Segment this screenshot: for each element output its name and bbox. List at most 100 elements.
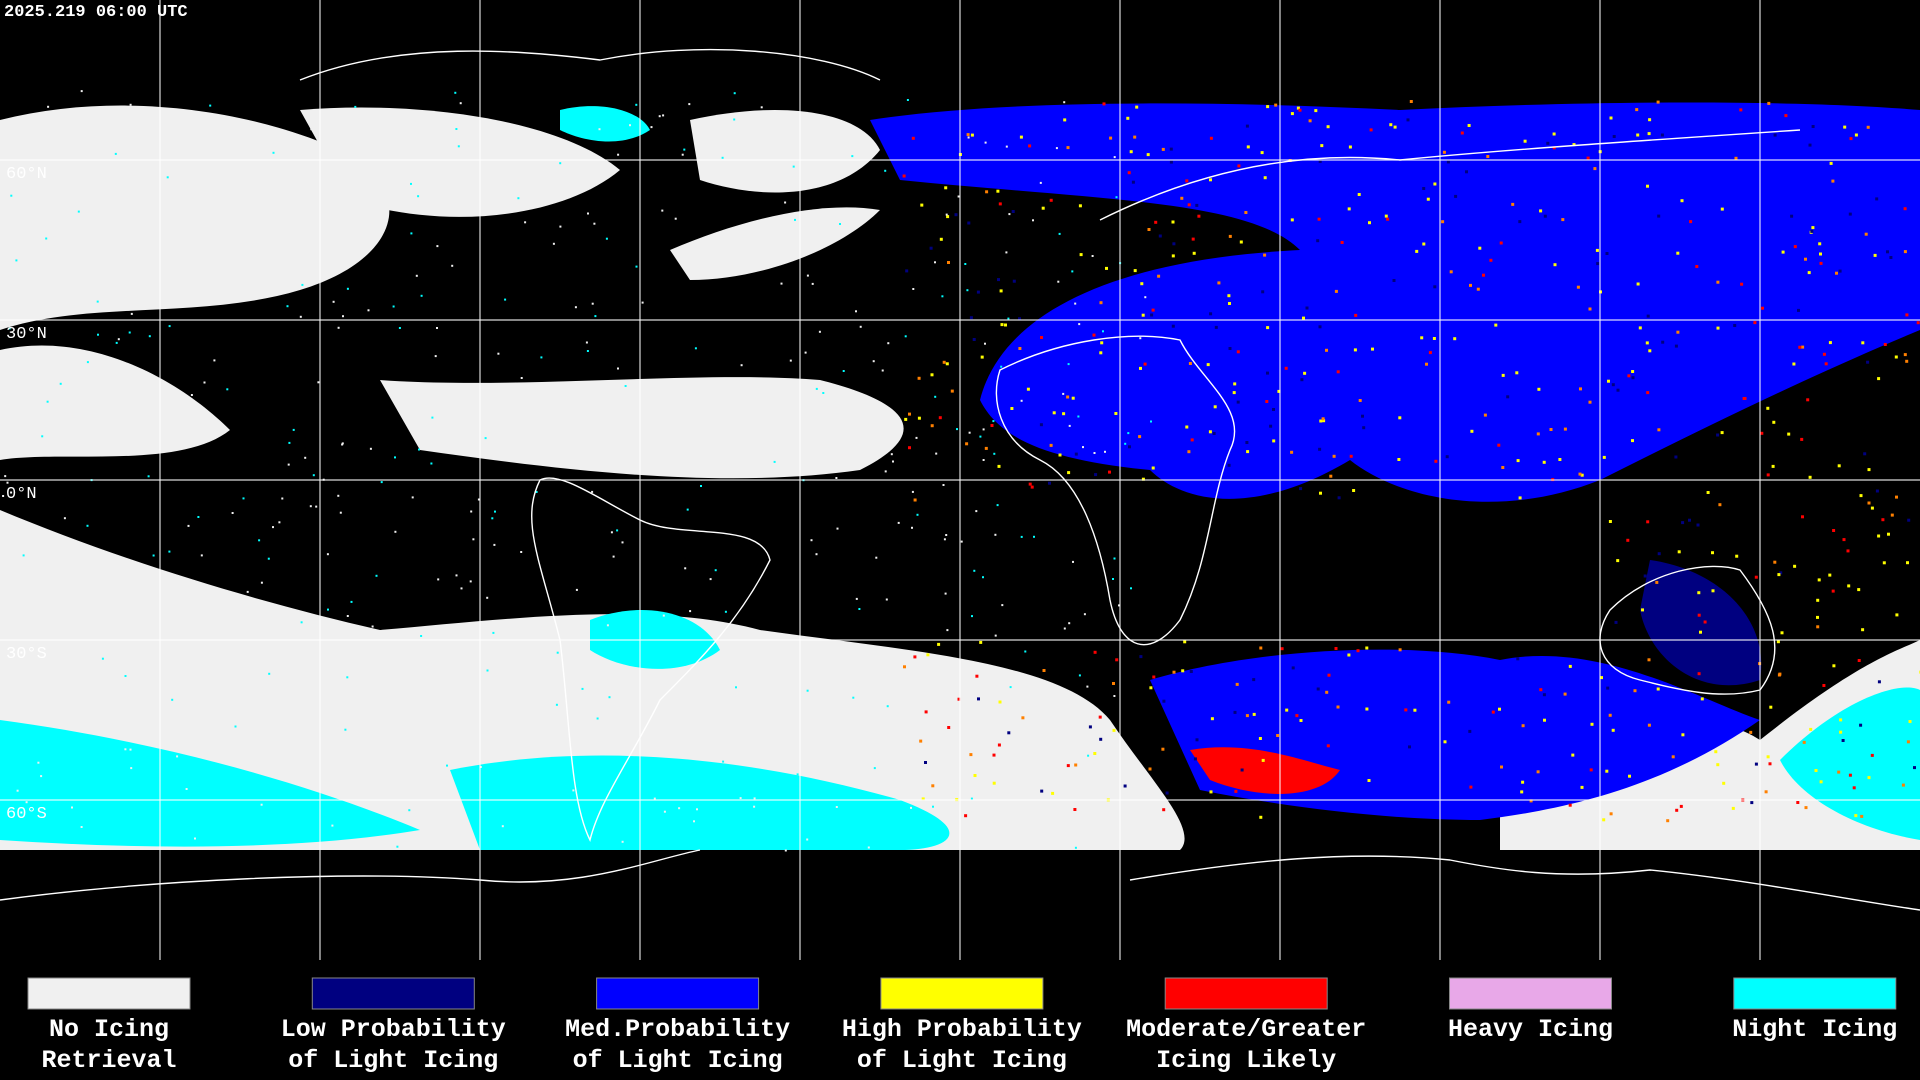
speckle <box>606 624 609 627</box>
speckle <box>1866 360 1870 364</box>
speckle <box>734 259 737 262</box>
speckle <box>911 526 913 529</box>
legend-label: Icing Likely <box>1156 1046 1336 1075</box>
speckle <box>1332 454 1336 458</box>
speckle <box>916 513 919 516</box>
speckle <box>1352 489 1356 492</box>
speckle <box>91 611 94 614</box>
speckle <box>716 826 719 829</box>
speckle <box>661 209 664 212</box>
speckle <box>1131 180 1135 184</box>
latitude-label: 30°N <box>6 325 47 344</box>
speckle <box>1518 496 1522 500</box>
speckle <box>997 743 1001 747</box>
speckle <box>686 508 689 511</box>
speckle <box>1028 144 1032 148</box>
speckle <box>1877 377 1881 381</box>
speckle <box>1169 160 1173 164</box>
speckle <box>200 554 203 557</box>
speckle <box>1819 252 1822 256</box>
speckle <box>1272 408 1275 411</box>
speckle <box>1809 727 1813 731</box>
speckle <box>1553 263 1557 267</box>
speckle <box>1299 719 1303 722</box>
speckle <box>1024 650 1027 653</box>
speckle <box>1580 473 1584 477</box>
speckle <box>1497 443 1501 447</box>
speckle <box>1515 371 1519 375</box>
speckle <box>1010 407 1014 410</box>
speckle <box>1731 806 1735 810</box>
latitude-label: 60°N <box>6 165 47 184</box>
speckle <box>967 221 971 225</box>
speckle <box>662 614 665 617</box>
speckle <box>957 195 960 198</box>
speckle <box>6 436 9 439</box>
speckle <box>964 263 967 265</box>
speckle <box>998 700 1002 704</box>
speckle <box>980 355 984 359</box>
speckle <box>479 766 482 768</box>
speckle <box>1716 433 1720 437</box>
speckle <box>1368 221 1371 225</box>
coastlines <box>0 48 1920 911</box>
speckle <box>1187 203 1191 207</box>
speckle <box>1646 314 1650 318</box>
speckle <box>1227 294 1231 298</box>
speckle <box>1009 686 1012 689</box>
speckle <box>392 305 395 308</box>
speckle <box>1290 450 1294 454</box>
speckle <box>1906 561 1909 565</box>
speckle <box>1676 251 1680 255</box>
speckle <box>1589 768 1593 772</box>
speckle <box>735 686 737 689</box>
speckle <box>1454 194 1458 198</box>
speckle <box>1818 242 1822 246</box>
speckle <box>935 452 938 455</box>
speckle <box>1001 604 1004 607</box>
speckle <box>1839 718 1843 722</box>
legend-label: No Icing <box>49 1015 169 1044</box>
speckle <box>915 436 918 439</box>
speckle <box>1318 325 1322 329</box>
speckle <box>1157 274 1161 278</box>
speckle <box>960 540 963 543</box>
speckle <box>1735 554 1739 558</box>
speckle <box>128 221 131 224</box>
speckle <box>1468 729 1472 733</box>
legend-swatch <box>880 977 1044 1010</box>
speckle <box>1600 676 1603 680</box>
speckle <box>1192 251 1196 255</box>
speckle <box>337 494 340 497</box>
speckle <box>1263 176 1267 180</box>
speckle <box>516 746 519 749</box>
speckle <box>982 428 985 431</box>
speckle <box>1828 341 1832 345</box>
speckle <box>593 222 596 225</box>
speckle <box>942 484 945 486</box>
speckle <box>1325 690 1329 694</box>
speckle <box>913 498 917 502</box>
speckle <box>605 393 608 396</box>
speckle <box>421 778 424 781</box>
legend-label: High Probability <box>842 1015 1082 1044</box>
speckle <box>1873 253 1877 257</box>
speckle <box>617 367 619 370</box>
speckle <box>1233 382 1237 386</box>
speckle <box>1776 640 1780 644</box>
speckle <box>1114 412 1118 415</box>
speckle <box>1689 220 1693 224</box>
speckle <box>350 600 353 603</box>
speckle <box>906 718 909 721</box>
speckle <box>1305 306 1309 310</box>
speckle <box>1696 523 1700 527</box>
speckle <box>1151 308 1155 312</box>
speckle <box>1734 156 1738 160</box>
speckle <box>1141 313 1145 317</box>
speckle <box>278 521 281 524</box>
speckle <box>700 696 703 699</box>
cloud-no-icing <box>0 510 1185 850</box>
speckle <box>619 397 622 400</box>
speckle <box>1552 132 1556 136</box>
